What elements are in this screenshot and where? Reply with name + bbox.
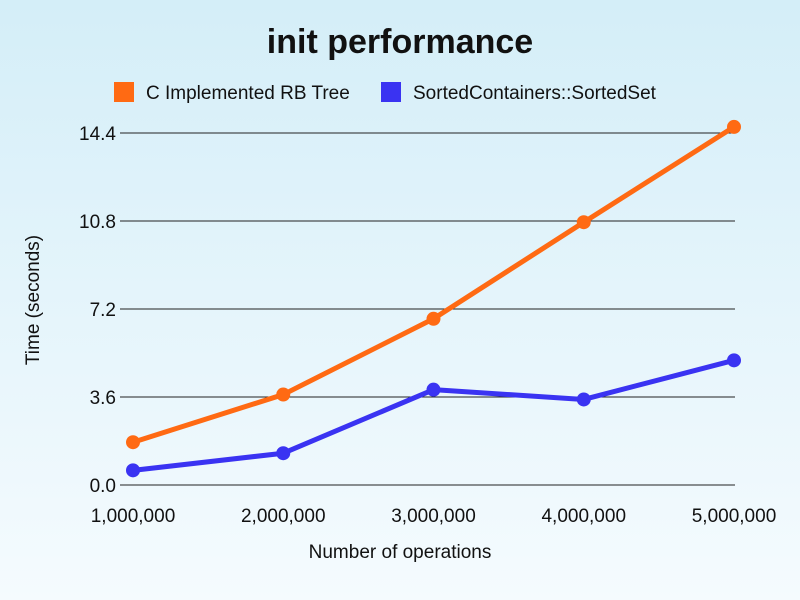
y-tick-label: 3.6 xyxy=(90,388,116,409)
x-tick-label: 1,000,000 xyxy=(91,506,176,527)
x-axis-ticks: 1,000,000 2,000,000 3,000,000 4,000,000 5,00… xyxy=(91,506,777,527)
y-axis-ticks: 0.0 3.6 7.2 10.8 14.4 xyxy=(79,124,116,497)
x-tick-label: 2,000,000 xyxy=(241,506,326,527)
data-point xyxy=(576,392,591,407)
data-point xyxy=(576,215,591,230)
y-tick-label: 0.0 xyxy=(90,476,116,497)
data-point xyxy=(126,435,140,450)
legend: C Implemented RB Tree SortedContainers::S… xyxy=(114,82,657,104)
data-point xyxy=(426,311,441,326)
gridlines xyxy=(120,132,735,486)
legend-label: SortedContainers::SortedSet xyxy=(413,83,657,104)
y-tick-label: 10.8 xyxy=(79,212,116,233)
y-tick-label: 14.4 xyxy=(79,124,116,145)
legend-swatch xyxy=(114,82,134,102)
x-tick-label: 5,000,000 xyxy=(692,506,777,527)
data-point xyxy=(126,463,140,478)
y-tick-label: 7.2 xyxy=(90,300,116,321)
y-axis-label: Time (seconds) xyxy=(23,235,44,365)
data-point xyxy=(276,387,291,402)
data-point xyxy=(426,382,441,397)
chart-title: init performance xyxy=(267,23,533,61)
x-tick-label: 4,000,000 xyxy=(541,506,626,527)
x-tick-label: 3,000,000 xyxy=(391,506,476,527)
x-axis-label: Number of operations xyxy=(309,542,492,563)
series-points xyxy=(126,119,741,478)
data-point xyxy=(727,353,741,368)
legend-swatch xyxy=(381,82,401,102)
legend-label: C Implemented RB Tree xyxy=(146,83,350,104)
series-lines xyxy=(130,124,737,473)
data-point xyxy=(727,119,741,134)
data-point xyxy=(276,446,291,461)
